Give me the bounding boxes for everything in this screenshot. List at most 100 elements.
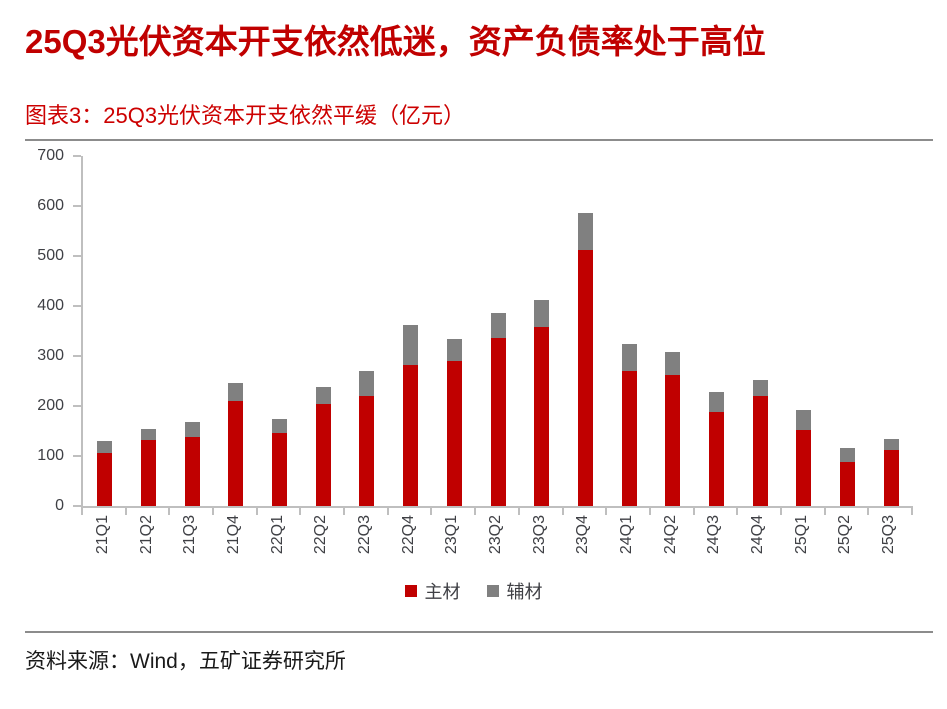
bar-main-segment (490, 338, 506, 506)
page-title: 25Q3光伏资本开支依然低迷，资产负债率处于高位 (25, 23, 766, 60)
x-tick-label: 21Q2 (137, 515, 155, 555)
bar-aux-segment (534, 300, 550, 327)
bar-aux-segment (577, 212, 593, 250)
bar-aux-segment (490, 313, 506, 338)
y-tick-label: 300 (37, 347, 64, 364)
x-tick-mark (255, 508, 258, 515)
divider-top (25, 139, 933, 141)
bar-main-segment (403, 364, 419, 506)
bar-main-segment (839, 462, 855, 506)
x-tick-label: 25Q3 (880, 515, 898, 555)
bar-main-segment (228, 401, 244, 506)
bar-main-segment (665, 375, 681, 506)
legend-item-辅材: 辅材 (486, 578, 543, 604)
y-tick-mark (73, 505, 81, 507)
y-tick-label: 600 (37, 197, 64, 214)
bar-main-segment (577, 249, 593, 506)
x-tick-mark (474, 508, 477, 515)
source-note: 资料来源：Wind，五矿证券研究所 (25, 650, 346, 673)
bar-aux-segment (621, 343, 637, 371)
x-tick-mark (561, 508, 564, 515)
bar-aux-segment (665, 352, 681, 375)
bar-aux-segment (708, 392, 724, 412)
chart-legend: 主材 辅材 (0, 578, 947, 604)
x-tick-mark (911, 508, 913, 515)
x-tick-mark (517, 508, 520, 515)
bar-aux-segment (403, 324, 419, 365)
x-tick-mark (299, 508, 302, 515)
y-tick-label: 200 (37, 397, 64, 414)
legend-item-主材: 主材 (404, 578, 461, 604)
bar-22Q3 (359, 371, 375, 506)
x-tick-label: 23Q2 (487, 515, 504, 555)
x-tick-mark (212, 508, 215, 515)
y-tick-mark (73, 305, 81, 307)
bar-aux-segment (184, 422, 200, 437)
bar-21Q3 (184, 422, 200, 506)
x-tick-label: 25Q1 (792, 515, 810, 555)
x-tick-label: 24Q4 (749, 515, 767, 555)
x-tick-mark (867, 508, 870, 515)
bar-aux-segment (97, 441, 113, 453)
bar-23Q3 (534, 300, 550, 506)
legend-label: 主材 (424, 582, 461, 602)
x-tick-mark (736, 508, 739, 515)
bar-21Q2 (141, 428, 157, 506)
bar-21Q4 (228, 383, 244, 506)
bar-aux-segment (359, 371, 375, 396)
x-tick-mark (343, 508, 346, 515)
x-tick-mark (124, 508, 127, 515)
bar-main-segment (708, 412, 724, 506)
y-tick-label: 500 (37, 247, 64, 264)
y-tick-label: 0 (55, 497, 64, 514)
bar-aux-segment (839, 448, 855, 462)
bar-23Q1 (446, 338, 462, 506)
bar-24Q4 (752, 379, 768, 506)
y-tick-label: 400 (37, 297, 64, 314)
bar-main-segment (184, 437, 200, 506)
bar-22Q2 (315, 387, 331, 506)
bar-23Q2 (490, 313, 506, 506)
bar-main-segment (141, 439, 157, 506)
bar-main-segment (752, 395, 768, 506)
bar-22Q4 (403, 324, 419, 506)
divider-bottom (25, 631, 933, 633)
bar-main-segment (883, 449, 899, 506)
x-tick-mark (648, 508, 651, 515)
bar-25Q3 (883, 438, 899, 506)
bar-25Q2 (839, 448, 855, 506)
bar-main-segment (796, 429, 812, 506)
x-tick-label: 22Q1 (268, 515, 286, 555)
x-tick-label: 24Q3 (705, 515, 723, 555)
bar-main-segment (621, 371, 637, 506)
y-tick-mark (73, 155, 81, 157)
x-tick-mark (81, 508, 83, 515)
legend-swatch (404, 585, 417, 597)
bar-aux-segment (272, 418, 288, 433)
bar-22Q1 (272, 418, 288, 506)
y-tick-label: 100 (37, 447, 64, 464)
y-tick-label: 700 (37, 147, 64, 164)
bar-24Q2 (665, 352, 681, 506)
bar-main-segment (446, 360, 462, 506)
bar-main-segment (315, 404, 331, 506)
x-tick-label: 22Q4 (399, 515, 417, 555)
bar-21Q1 (97, 441, 113, 506)
bar-aux-segment (446, 338, 462, 361)
x-tick-label: 21Q4 (224, 515, 242, 555)
bar-23Q4 (577, 212, 593, 506)
x-tick-mark (692, 508, 695, 515)
x-tick-label: 22Q3 (355, 515, 373, 555)
y-tick-mark (73, 455, 81, 457)
bar-aux-segment (315, 387, 331, 404)
x-tick-label: 23Q3 (530, 515, 548, 555)
x-tick-label: 24Q1 (618, 515, 636, 555)
figure-caption: 图表3：25Q3光伏资本开支依然平缓（亿元） (25, 103, 466, 128)
y-tick-mark (73, 205, 81, 207)
bar-main-segment (359, 396, 375, 506)
x-tick-label: 25Q2 (836, 515, 854, 555)
bar-aux-segment (228, 383, 244, 401)
x-tick-mark (605, 508, 608, 515)
bar-main-segment (272, 432, 288, 506)
